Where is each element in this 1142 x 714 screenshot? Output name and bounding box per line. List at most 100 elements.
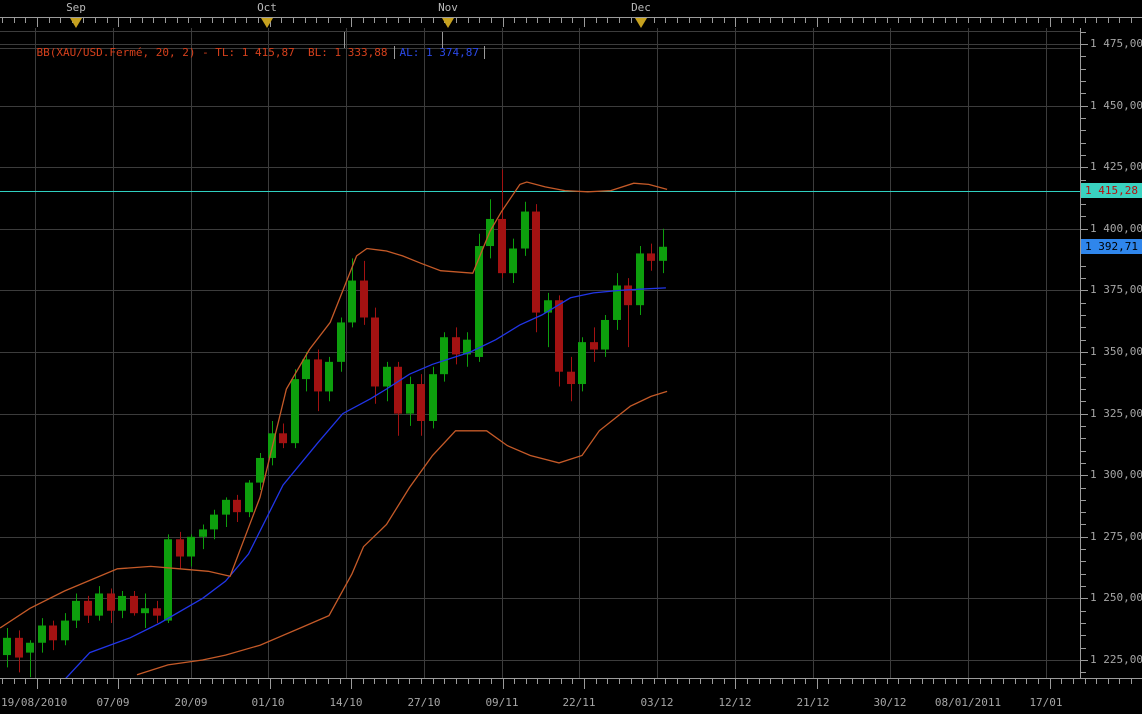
candle[interactable] <box>118 591 126 619</box>
candle[interactable] <box>509 238 517 284</box>
month-label: Dec <box>631 1 651 14</box>
grid <box>0 28 1080 678</box>
candle[interactable] <box>601 315 609 357</box>
candle[interactable] <box>233 494 241 523</box>
price-axis-label: 1 375,00 <box>1090 283 1142 296</box>
date-axis-label: 20/09 <box>174 696 208 709</box>
candle[interactable] <box>383 361 391 402</box>
candle[interactable] <box>394 361 402 436</box>
date-axis-label: 01/10 <box>251 696 285 709</box>
candle[interactable] <box>624 278 632 348</box>
date-axis-label: 12/12 <box>718 696 752 709</box>
candle[interactable] <box>38 618 46 653</box>
bollinger-upper-line <box>0 181 668 629</box>
date-axis-label: 08/01/2011 <box>934 696 1002 709</box>
candle[interactable] <box>187 534 195 567</box>
candle[interactable] <box>417 374 425 436</box>
candle[interactable] <box>532 204 540 333</box>
candle[interactable] <box>360 260 368 325</box>
candle[interactable] <box>314 349 322 412</box>
candle[interactable] <box>406 376 414 426</box>
candle[interactable] <box>659 228 667 274</box>
candle[interactable] <box>475 233 483 362</box>
month-marker-triangle <box>70 18 82 28</box>
candle[interactable] <box>302 352 310 392</box>
price-axis-label: 1 350,00 <box>1090 345 1142 358</box>
candle[interactable] <box>521 201 529 256</box>
month-label: Oct <box>257 1 277 14</box>
price-axis-label: 1 225,00 <box>1090 653 1142 666</box>
date-axis-label: 09/11 <box>485 696 519 709</box>
candle[interactable] <box>107 588 115 624</box>
month-marker-triangle <box>261 18 273 28</box>
candle[interactable] <box>199 524 207 550</box>
candle[interactable] <box>256 453 264 490</box>
bollinger-lower-line <box>136 390 668 676</box>
date-axis-label: 17/01 <box>1029 696 1063 709</box>
month-label: Nov <box>438 1 458 14</box>
candle[interactable] <box>325 356 333 402</box>
candle[interactable] <box>222 497 230 527</box>
price-axis-label: 1 250,00 <box>1090 591 1142 604</box>
date-axis-label: 07/09 <box>96 696 130 709</box>
candle[interactable] <box>636 246 644 316</box>
price-tag-last-price: 1 392,71 <box>1081 239 1142 254</box>
price-axis-label: 1 300,00 <box>1090 468 1142 481</box>
candle[interactable] <box>279 423 287 449</box>
candle[interactable] <box>613 273 621 330</box>
price-axis-label: 1 400,00 <box>1090 222 1142 235</box>
candle[interactable] <box>348 258 356 328</box>
candle[interactable] <box>578 337 586 392</box>
candle[interactable] <box>590 327 598 362</box>
candle[interactable] <box>337 317 345 372</box>
candle[interactable] <box>84 595 92 624</box>
candle[interactable] <box>245 480 253 518</box>
candle[interactable] <box>141 593 149 628</box>
candle[interactable] <box>164 534 172 624</box>
candle[interactable] <box>567 356 575 402</box>
candle[interactable] <box>452 327 460 365</box>
candle[interactable] <box>210 509 218 540</box>
bollinger-middle-line <box>65 287 666 678</box>
candle[interactable] <box>95 586 103 621</box>
date-axis-label: 30/12 <box>873 696 907 709</box>
candle[interactable] <box>176 531 184 569</box>
candle[interactable] <box>371 307 379 404</box>
candle[interactable] <box>26 640 34 678</box>
price-axis-label: 1 475,00 <box>1090 37 1142 50</box>
candle[interactable] <box>72 593 80 628</box>
price-axis-label: 1 275,00 <box>1090 530 1142 543</box>
price-axis-label: 1 325,00 <box>1090 407 1142 420</box>
month-markers <box>70 18 647 28</box>
legend-bollinger-values: BB(XAU/USD.Fermé, 20, 2) - TL: 1 415,87 … <box>36 46 388 59</box>
candle[interactable] <box>3 627 11 668</box>
candle[interactable] <box>544 292 552 348</box>
candle[interactable] <box>61 613 69 646</box>
candle[interactable] <box>463 332 471 367</box>
candle[interactable] <box>291 369 299 449</box>
indicator-legend[interactable]: BB(XAU/USD.Fermé, 20, 2) - TL: 1 415,87 … <box>10 33 485 72</box>
date-axis-label: 19/08/2010 <box>1 696 68 709</box>
candle[interactable] <box>498 169 506 279</box>
price-axis-label: 1 450,00 <box>1090 99 1142 112</box>
date-axis-label: 14/10 <box>329 696 363 709</box>
date-axis-label: 03/12 <box>640 696 674 709</box>
candle[interactable] <box>49 620 57 651</box>
date-axis-label: 27/10 <box>407 696 441 709</box>
rulers <box>0 17 1142 689</box>
candle[interactable] <box>429 366 437 429</box>
month-label: Sep <box>66 1 86 14</box>
candle[interactable] <box>130 591 138 616</box>
date-axis-label: 21/12 <box>796 696 830 709</box>
price-tag-alert-line[interactable]: 1 415,28 <box>1081 183 1142 198</box>
candle[interactable] <box>555 295 563 387</box>
candle[interactable] <box>440 332 448 382</box>
candle[interactable] <box>486 199 494 259</box>
candle[interactable] <box>153 600 161 624</box>
candle[interactable] <box>15 630 23 673</box>
candles <box>3 169 667 678</box>
legend-average-line-value: AL: 1 374,87 <box>393 46 485 59</box>
candle[interactable] <box>647 243 655 271</box>
